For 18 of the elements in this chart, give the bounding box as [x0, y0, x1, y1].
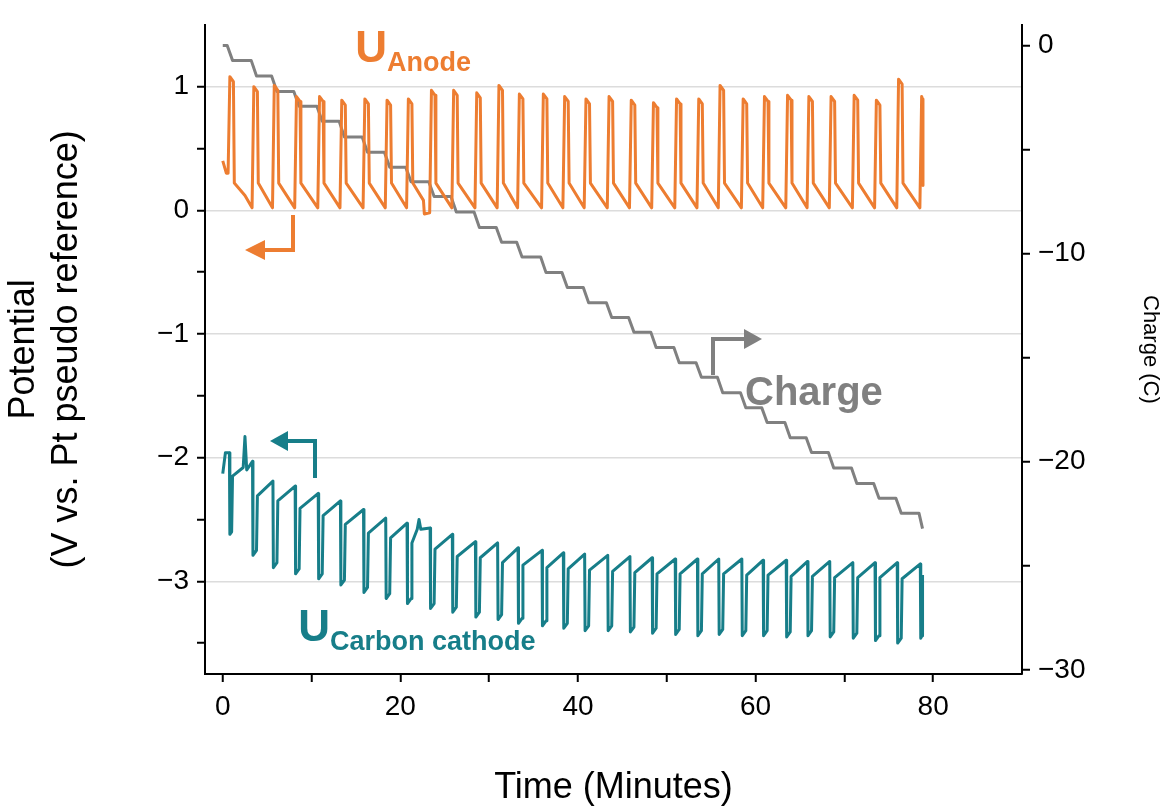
y-tick-label: −1: [157, 316, 189, 348]
y-tick-label: 0: [173, 193, 189, 224]
x-tick-label: 20: [384, 689, 416, 721]
y-tick-label: 1: [173, 69, 189, 101]
x-axis-title: Time (Minutes): [494, 765, 733, 807]
x-tick-label: 80: [917, 689, 949, 721]
y2-tick-label: −10: [1038, 236, 1086, 268]
y2-axis-title: Charge (C): [1138, 294, 1164, 404]
x-tick-label: 40: [562, 689, 594, 721]
y2-tick-label: −20: [1038, 444, 1086, 476]
legend-label: Charge: [745, 369, 883, 414]
y-tick-label: −3: [157, 563, 189, 595]
y-axis-title: Potential (V vs. Pt pseudo reference): [0, 130, 85, 569]
x-tick-label: 0: [214, 689, 231, 721]
x-tick-label: 60: [740, 689, 772, 721]
y2-tick-label: −30: [1038, 652, 1086, 684]
y2-tick-label: 0: [1038, 28, 1054, 60]
y-tick-label: −2: [157, 440, 189, 472]
